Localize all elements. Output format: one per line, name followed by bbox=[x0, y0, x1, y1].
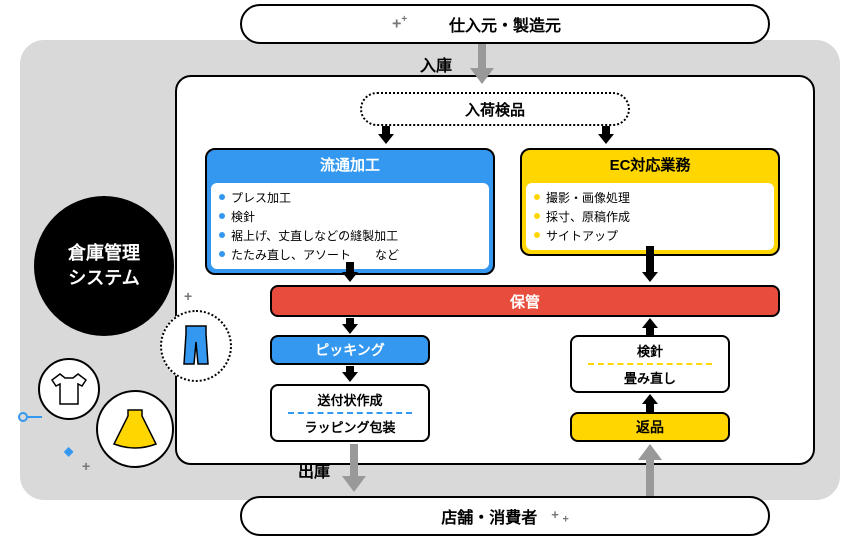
processing-box: 流通加工 プレス加工 検針 裾上げ、丈直しなどの縫製加工 たたみ直し、アソート … bbox=[205, 148, 495, 275]
deco-line bbox=[28, 416, 42, 418]
arrow-return-up bbox=[642, 318, 658, 336]
inspection-box: 入荷検品 bbox=[360, 92, 630, 126]
storage-bar: 保管 bbox=[270, 285, 780, 317]
picking-box: ピッキング bbox=[270, 335, 430, 365]
arrow-out-down bbox=[340, 444, 368, 496]
flow-out-label: 出庫 bbox=[298, 458, 330, 482]
arrow-proc-down bbox=[342, 262, 358, 284]
tshirt-icon bbox=[38, 358, 100, 420]
arrow-insp-left bbox=[378, 126, 394, 146]
returns-label: 返品 bbox=[636, 417, 664, 437]
ec-box: EC対応業務 撮影・画像処理 採寸、原稿作成 サイトアップ bbox=[520, 148, 780, 256]
arrow-bottom-up bbox=[636, 444, 664, 496]
deco-plus-1: + bbox=[184, 288, 192, 304]
arrow-storage-down bbox=[342, 318, 358, 336]
inspection-label: 入荷検品 bbox=[465, 99, 525, 120]
arrow-ec-down bbox=[642, 246, 658, 284]
ship-card: 送付状作成 ラッピング包装 bbox=[270, 384, 430, 442]
return-a: 検針 bbox=[637, 341, 663, 360]
arrow-returns-up bbox=[642, 394, 658, 412]
return-b: 畳み直し bbox=[624, 368, 676, 387]
deco-dot bbox=[18, 412, 28, 422]
ship-b: ラッピング包装 bbox=[304, 417, 395, 436]
returns-box: 返品 bbox=[570, 412, 730, 442]
ec-title: EC対応業務 bbox=[522, 150, 778, 179]
ship-a: 送付状作成 bbox=[317, 390, 382, 409]
skirt-icon bbox=[96, 390, 174, 468]
wms-circle: 倉庫管理 システム bbox=[34, 196, 174, 336]
deco-plus-2: ◆ bbox=[64, 444, 73, 458]
diagram-canvas: ++ 仕入元・製造元 店舗・消費者 + + 入庫 入荷検品 流通加工 プレス加工… bbox=[0, 0, 860, 540]
pants-icon bbox=[160, 310, 232, 382]
arrow-insp-right bbox=[598, 126, 614, 146]
return-card: 検針 畳み直し bbox=[570, 335, 730, 393]
wms-label: 倉庫管理 システム bbox=[68, 241, 140, 291]
flow-in-label: 入庫 bbox=[420, 52, 452, 76]
storage-label: 保管 bbox=[510, 291, 540, 312]
deco-plus-3: + bbox=[82, 458, 90, 474]
top-source-pill: ++ 仕入元・製造元 bbox=[240, 4, 770, 44]
arrow-picking-down bbox=[342, 366, 358, 384]
top-source-label: 仕入元・製造元 bbox=[449, 12, 561, 36]
picking-label: ピッキング bbox=[315, 340, 385, 360]
processing-list: プレス加工 検針 裾上げ、丈直しなどの縫製加工 たたみ直し、アソート など bbox=[211, 183, 489, 269]
processing-title: 流通加工 bbox=[207, 150, 493, 179]
bottom-dest-pill: 店舗・消費者 + + bbox=[240, 496, 770, 536]
ec-list: 撮影・画像処理 採寸、原稿作成 サイトアップ bbox=[526, 183, 774, 250]
arrow-in-down bbox=[468, 44, 496, 88]
bottom-dest-label: 店舗・消費者 bbox=[441, 504, 537, 528]
